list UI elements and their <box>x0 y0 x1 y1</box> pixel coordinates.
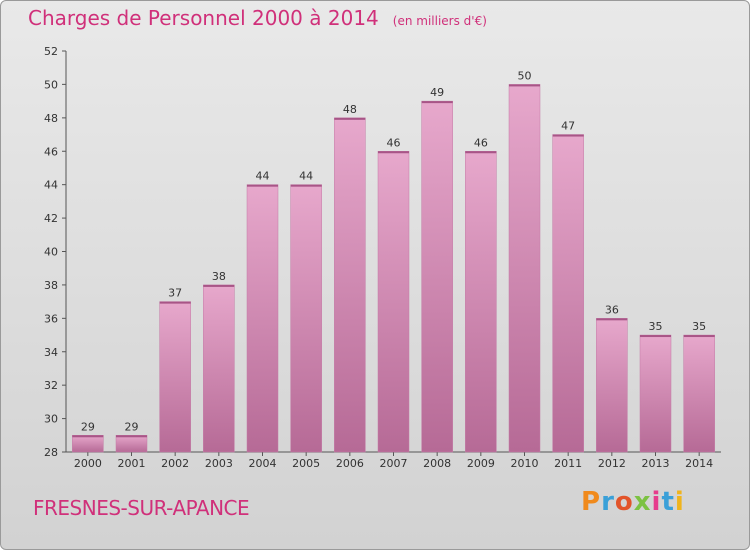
value-label: 48 <box>343 103 357 116</box>
x-tick-label: 2010 <box>511 457 539 470</box>
value-label: 36 <box>605 303 619 316</box>
y-tick-label: 28 <box>44 446 58 459</box>
x-tick-label: 2000 <box>74 457 102 470</box>
logo-letter: o <box>614 487 634 517</box>
x-tick-label: 2008 <box>423 457 451 470</box>
value-label: 46 <box>474 136 488 149</box>
bar-top <box>247 184 278 187</box>
bar-top <box>378 151 409 154</box>
x-tick-label: 2009 <box>467 457 495 470</box>
bar-top <box>290 184 322 187</box>
bar-top <box>72 435 104 438</box>
y-tick-label: 30 <box>44 413 58 426</box>
value-label: 50 <box>518 69 532 82</box>
bar <box>639 334 672 453</box>
y-tick-label: 40 <box>44 246 58 259</box>
value-label: 44 <box>299 170 313 183</box>
x-tick-label: 2014 <box>685 457 713 470</box>
bar-top <box>203 284 235 287</box>
value-label: 35 <box>649 320 663 333</box>
bar-top <box>552 134 584 137</box>
bar-top <box>116 435 147 438</box>
bar <box>596 318 628 453</box>
commune-name: FRESNES-SUR-APANCE <box>33 496 250 520</box>
x-tick-label: 2007 <box>380 457 408 470</box>
x-tick-label: 2005 <box>292 457 320 470</box>
bar-top <box>640 335 671 338</box>
y-tick-label: 34 <box>44 346 58 359</box>
bar <box>377 151 410 453</box>
bar-top <box>465 151 497 154</box>
bar <box>683 334 715 453</box>
x-tick-label: 2002 <box>161 457 189 470</box>
y-tick-label: 36 <box>44 312 58 325</box>
x-tick-label: 2011 <box>554 457 582 470</box>
x-tick-label: 2012 <box>598 457 626 470</box>
bar <box>552 134 584 453</box>
logo-letter: P <box>581 487 602 517</box>
x-tick-label: 2006 <box>336 457 364 470</box>
y-tick-label: 52 <box>44 45 58 58</box>
bar <box>421 100 453 453</box>
value-label: 49 <box>430 86 444 99</box>
chart-title-main: Charges de Personnel 2000 à 2014 <box>28 6 379 30</box>
value-label: 29 <box>125 420 139 433</box>
y-tick-label: 32 <box>44 379 58 392</box>
bar-top <box>596 318 628 321</box>
y-tick-label: 38 <box>44 279 58 292</box>
value-label: 37 <box>168 287 182 300</box>
chart-title: Charges de Personnel 2000 à 2014 (en mill… <box>28 6 487 30</box>
value-labels: 29 29 37 38 44 44 48 46 49 46 50 47 36 35 35 <box>81 69 706 433</box>
bar-top <box>509 84 540 87</box>
bar <box>159 301 191 453</box>
chart-subtitle: (en milliers d'€) <box>392 14 487 28</box>
logo-letter: x <box>633 487 652 517</box>
value-label: 47 <box>561 120 575 133</box>
y-tick-label: 44 <box>44 179 58 192</box>
bar <box>246 184 279 453</box>
bar <box>72 435 104 453</box>
y-tick-label: 48 <box>44 112 58 125</box>
x-tick-label: 2013 <box>642 457 670 470</box>
value-label: 44 <box>256 170 270 183</box>
bar-top <box>683 335 715 338</box>
logo-letter: i <box>651 487 662 517</box>
bar <box>508 84 541 453</box>
bar-top <box>334 117 366 120</box>
bars <box>72 84 715 453</box>
axes: 28 30 32 34 36 38 40 42 44 46 48 50 52 2000 2001 2002 20… <box>44 45 721 470</box>
bar <box>334 117 366 453</box>
bar-top <box>159 301 191 304</box>
logo-letter: r <box>601 487 615 517</box>
y-tick-label: 42 <box>44 212 58 225</box>
bar <box>465 151 497 453</box>
y-tick-label: 50 <box>44 78 58 91</box>
y-tick-label: 46 <box>44 145 58 158</box>
value-label: 38 <box>212 270 226 283</box>
logo-letter: i <box>674 487 685 517</box>
bar <box>290 184 322 453</box>
value-label: 46 <box>387 136 401 149</box>
bar <box>115 435 148 453</box>
proxiti-logo: Proxiti <box>581 487 685 517</box>
x-tick-label: 2001 <box>118 457 146 470</box>
value-label: 35 <box>692 320 706 333</box>
logo-letter: t <box>661 487 675 517</box>
bar <box>203 284 235 453</box>
value-label: 29 <box>81 420 95 433</box>
x-tick-label: 2003 <box>205 457 233 470</box>
bar-top <box>421 101 453 104</box>
x-tick-label: 2004 <box>249 457 277 470</box>
